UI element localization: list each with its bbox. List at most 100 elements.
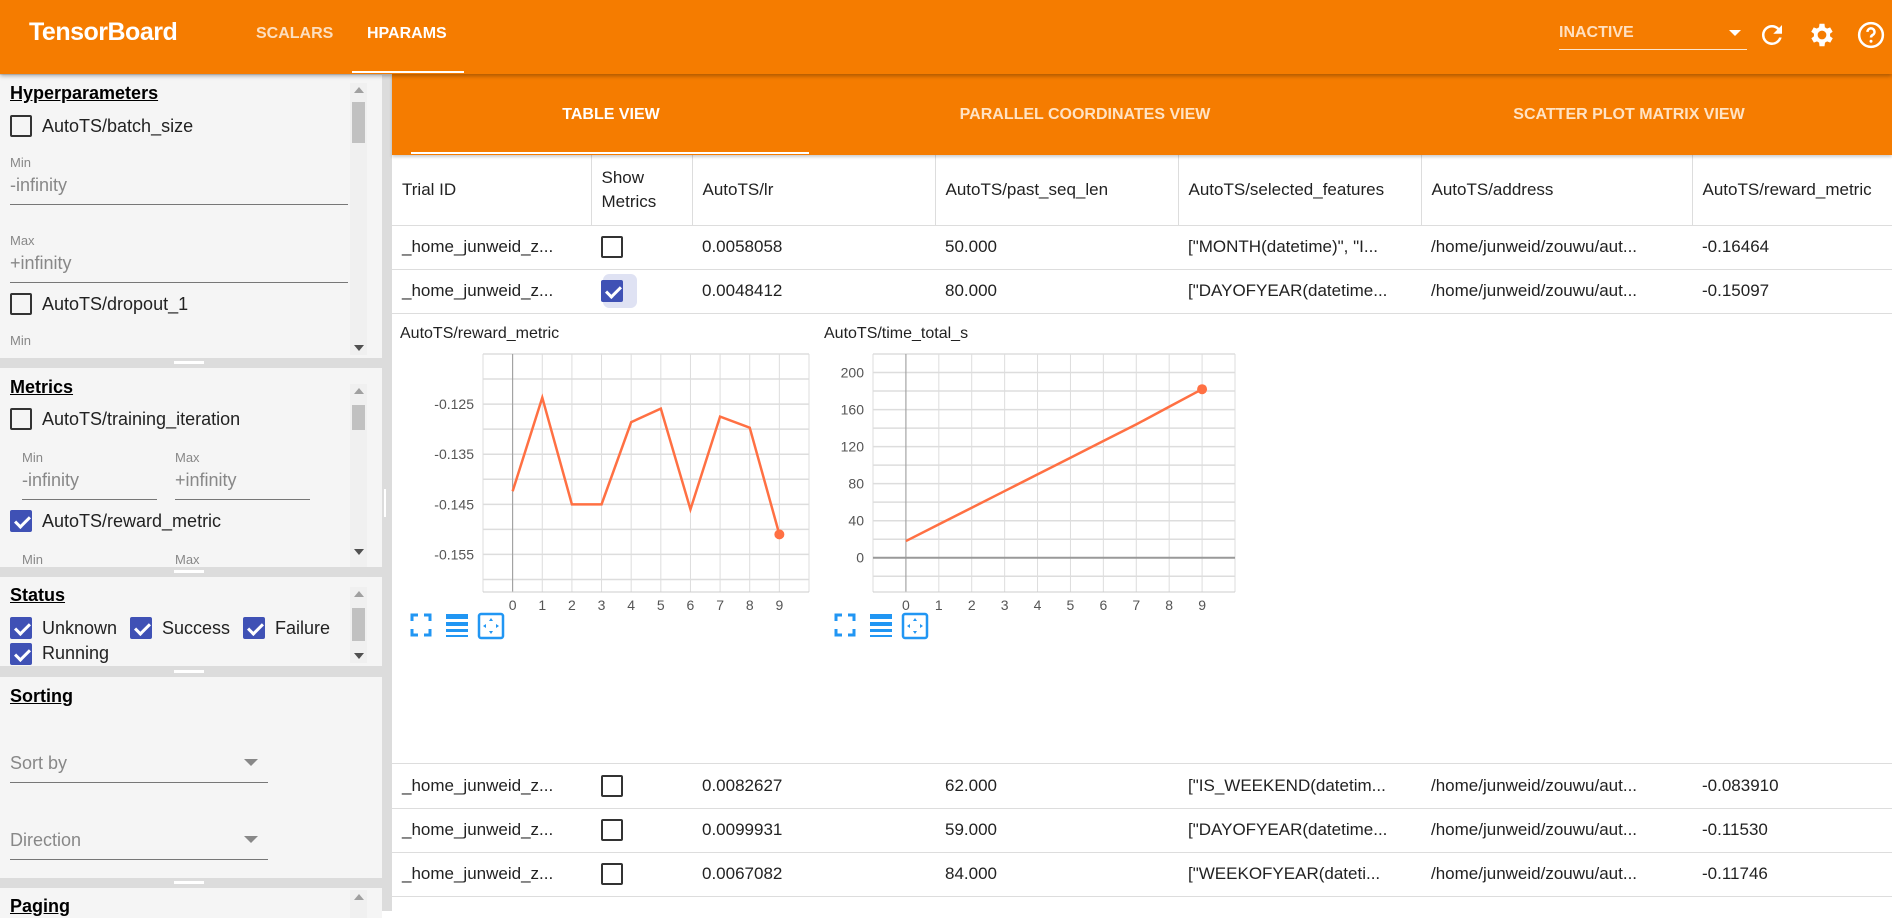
scroll-up-icon[interactable] (354, 894, 364, 900)
min-input[interactable]: -infinity (22, 470, 157, 500)
scrollbar[interactable] (350, 890, 367, 918)
show-metrics-checkbox[interactable] (601, 235, 623, 258)
chevron-down-icon (244, 759, 258, 766)
scrollbar[interactable] (350, 384, 367, 567)
checkbox-label: AutoTS/batch_size (42, 116, 194, 136)
table-row[interactable]: _home_junweid_z... 0.0082627 62.000 ["IS_WE… (392, 764, 1892, 809)
max-input[interactable]: +infinity (175, 470, 310, 500)
tab-scatter-plot-matrix-view[interactable]: SCATTER PLOT MATRIX VIEW (1513, 106, 1745, 123)
show-metrics-checkbox[interactable] (601, 819, 623, 841)
scrollbar[interactable] (350, 83, 367, 355)
table-row[interactable]: _home_junweid_z... 0.0067082 84.000 ["WEEKO… (392, 852, 1892, 897)
reward-metric-cell: -0.16464 (1692, 225, 1892, 270)
resize-handle[interactable] (174, 361, 204, 364)
refresh-icon[interactable] (1757, 20, 1787, 50)
fullscreen-icon[interactable] (410, 613, 432, 637)
checkbox-training-iteration[interactable] (10, 408, 32, 430)
checkbox-label: Failure (275, 618, 331, 638)
checkbox-reward-metric[interactable] (10, 510, 32, 532)
tab-table-view[interactable]: TABLE VIEW (562, 106, 660, 123)
y-tick-label: -0.125 (434, 396, 474, 412)
inactive-dashboards-dropdown[interactable]: INACTIVE (1559, 20, 1747, 50)
trials-table-body: _home_junweid_z... 0.0082627 62.000 ["IS_WE… (392, 764, 1892, 897)
checkbox-running[interactable] (10, 643, 32, 665)
table-row[interactable]: _home_junweid_z... 0.0048412 80.000 ["DAYOF… (392, 269, 1892, 314)
help-icon[interactable] (1856, 20, 1886, 50)
fullscreen-icon[interactable] (834, 613, 856, 637)
column-header-lr[interactable]: AutoTS/lr (692, 155, 936, 226)
metrics-section: Metrics AutoTS/training_iteration Min -i… (0, 368, 382, 567)
reward-metric-cell: -0.11746 (1692, 852, 1892, 897)
show-metrics-cell (591, 808, 692, 853)
app-title: TensorBoard (29, 18, 178, 46)
scrollbar[interactable] (350, 587, 367, 663)
direction-dropdown[interactable]: Direction (10, 824, 268, 860)
show-metrics-checkbox[interactable] (601, 280, 623, 302)
resize-handle[interactable] (174, 670, 204, 673)
field-label: Max (175, 552, 200, 567)
y-tick-label: 40 (848, 513, 864, 529)
checkbox-success[interactable] (130, 617, 152, 639)
checkbox-failure[interactable] (243, 617, 265, 639)
show-metrics-checkbox[interactable] (601, 774, 623, 797)
column-header-reward-metric[interactable]: AutoTS/reward_metric (1692, 155, 1892, 226)
toggle-log-scale-icon[interactable] (446, 614, 468, 637)
checkbox-label: AutoTS/dropout_1 (42, 294, 189, 314)
max-input[interactable]: +infinity (10, 253, 348, 283)
checkbox-unknown[interactable] (10, 617, 32, 639)
field-label: Max (175, 450, 200, 465)
column-header-trial-id[interactable]: Trial ID (392, 155, 592, 226)
field-label: Min (22, 450, 43, 465)
sort-by-dropdown[interactable]: Sort by (10, 747, 268, 783)
scroll-down-icon[interactable] (354, 549, 364, 555)
nav-tab-hparams[interactable]: HPARAMS (367, 25, 447, 42)
checkbox-batch-size[interactable] (10, 115, 32, 137)
chevron-down-icon (244, 836, 258, 843)
x-tick-label: 9 (775, 597, 783, 612)
fit-domain-icon[interactable] (901, 612, 929, 640)
column-header-past-seq-len[interactable]: AutoTS/past_seq_len (935, 155, 1179, 226)
checkbox-label: Success (162, 618, 231, 638)
address-cell: /home/junweid/zouwu/aut... (1421, 852, 1692, 897)
column-header-address[interactable]: AutoTS/address (1421, 155, 1693, 226)
trials-table-header: Trial ID Show Metrics AutoTS/lr AutoTS/p… (392, 155, 1892, 226)
checkbox-dropout-1[interactable] (10, 293, 32, 315)
sidebar-resize-handle[interactable] (384, 489, 386, 517)
selected-features-cell: ["DAYOFYEAR(datetime... (1178, 808, 1421, 853)
chart-toolbar (410, 612, 520, 645)
x-tick-label: 6 (1099, 597, 1107, 612)
nav-tab-scalars[interactable]: SCALARS (256, 25, 334, 42)
settings-icon[interactable] (1807, 20, 1837, 50)
table-row[interactable]: _home_junweid_z... 0.0058058 50.000 ["MONTH… (392, 225, 1892, 270)
show-metrics-cell (591, 852, 692, 897)
trials-table-body: _home_junweid_z... 0.0058058 50.000 ["MONTH… (392, 225, 1892, 314)
scroll-up-icon[interactable] (354, 87, 364, 93)
tab-parallel-coordinates-view[interactable]: PARALLEL COORDINATES VIEW (959, 106, 1211, 123)
scrollbar-thumb[interactable] (352, 608, 365, 641)
table-row[interactable]: _home_junweid_z... 0.0099931 59.000 ["DAYOF… (392, 808, 1892, 853)
dropdown-placeholder: Direction (10, 830, 82, 850)
x-tick-label: 0 (902, 597, 910, 612)
scrollbar-thumb[interactable] (352, 102, 365, 143)
scroll-up-icon[interactable] (354, 591, 364, 597)
scrollbar-thumb[interactable] (352, 405, 365, 430)
column-header-show-metrics[interactable]: Show Metrics (591, 155, 693, 226)
scroll-down-icon[interactable] (354, 345, 364, 351)
series-line (905, 388, 1203, 543)
active-tab-indicator (352, 71, 464, 73)
show-metrics-cell (591, 269, 692, 314)
resize-handle[interactable] (174, 570, 204, 573)
x-tick-label: 8 (1165, 597, 1173, 612)
scroll-up-icon[interactable] (354, 388, 364, 394)
checkbox-label: AutoTS/training_iteration (42, 409, 241, 429)
min-input[interactable]: -infinity (10, 175, 348, 205)
paging-section: Paging (0, 888, 382, 918)
scroll-down-icon[interactable] (354, 653, 364, 659)
active-tab-indicator (411, 152, 809, 154)
trial-id-cell: _home_junweid_z... (392, 764, 591, 809)
fit-domain-icon[interactable] (477, 612, 505, 640)
show-metrics-checkbox[interactable] (601, 863, 623, 885)
toggle-log-scale-icon[interactable] (870, 614, 892, 637)
column-header-selected-features[interactable]: AutoTS/selected_features (1178, 155, 1422, 226)
resize-handle[interactable] (174, 881, 204, 884)
